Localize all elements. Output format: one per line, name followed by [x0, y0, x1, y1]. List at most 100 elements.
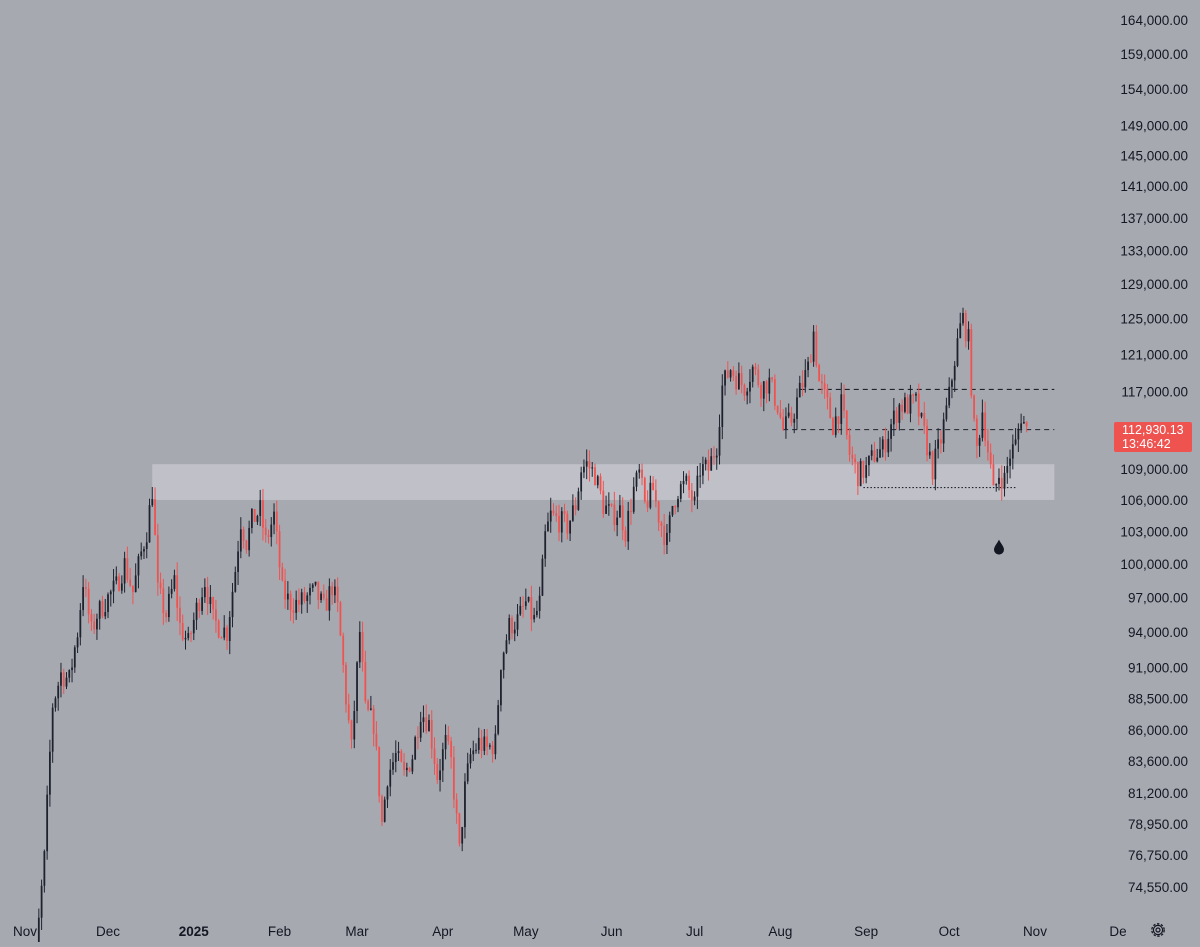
candle-body — [569, 520, 571, 534]
candle — [699, 462, 702, 488]
candle-body — [785, 416, 787, 430]
candle — [989, 443, 992, 469]
candle-body — [693, 496, 696, 501]
x-axis[interactable]: Nov Dec 2025 Feb Mar Apr May Jun Jul Aug Sep Oct Nov… — [13, 924, 1127, 939]
candle-body — [151, 499, 154, 506]
candle — [1011, 434, 1014, 470]
candle-body — [353, 711, 356, 740]
candle-body — [1022, 422, 1025, 424]
candle-body — [320, 593, 322, 601]
candle — [1000, 465, 1003, 501]
candle-body — [250, 509, 253, 528]
candle — [671, 505, 674, 517]
candle — [226, 624, 228, 650]
candle-body — [190, 633, 192, 635]
candle-body — [685, 475, 688, 481]
candle — [757, 364, 760, 388]
candle-body — [483, 736, 486, 751]
candle-body — [464, 781, 466, 828]
candle-body — [718, 426, 721, 456]
candle-body — [475, 749, 477, 751]
candle — [743, 383, 746, 401]
candle — [533, 607, 536, 623]
y-tick-label: 94,000.00 — [1128, 625, 1188, 640]
candle — [879, 437, 881, 458]
candle-body — [646, 501, 649, 508]
candle — [876, 448, 879, 463]
candle-body — [129, 579, 132, 586]
candle — [1020, 413, 1023, 433]
candle-body — [607, 504, 610, 506]
candle — [840, 382, 843, 435]
markers — [993, 539, 1004, 555]
candle — [477, 727, 480, 754]
candle-body — [364, 661, 367, 702]
candle — [82, 575, 85, 617]
candle — [726, 361, 729, 379]
candles — [35, 307, 1028, 947]
candle-body — [386, 786, 389, 800]
droplet-icon[interactable] — [993, 539, 1004, 555]
y-tick-label: 74,550.00 — [1128, 880, 1188, 895]
candle — [372, 705, 375, 747]
candle — [62, 668, 65, 694]
candle-body — [311, 584, 314, 588]
x-tick-label: Nov — [1023, 924, 1047, 939]
candle — [248, 520, 251, 557]
candle-body — [118, 576, 120, 591]
candle-body — [372, 708, 375, 734]
candle-body — [630, 510, 632, 512]
candle-body — [840, 394, 843, 424]
candle-body — [458, 813, 461, 844]
candle — [93, 613, 96, 634]
candle-body — [906, 397, 909, 414]
candle — [732, 366, 735, 382]
candle-body — [599, 476, 602, 491]
candle-body — [137, 556, 140, 576]
y-tick-label: 103,000.00 — [1120, 525, 1188, 540]
candle — [519, 596, 522, 616]
x-tick-label: Mar — [345, 924, 369, 939]
candle — [505, 634, 508, 655]
candle-body — [419, 721, 422, 738]
candle — [425, 704, 428, 734]
candle — [654, 479, 657, 508]
candle-body — [657, 501, 660, 523]
candle — [547, 512, 549, 532]
candle — [314, 581, 317, 587]
candle — [964, 310, 967, 348]
candle-body — [923, 412, 926, 426]
candle-body — [975, 418, 978, 446]
candle-body — [832, 418, 834, 435]
candle-body — [549, 510, 552, 522]
candle-body — [1025, 422, 1028, 427]
y-tick-label: 100,000.00 — [1120, 557, 1188, 572]
candle-body — [184, 637, 187, 640]
candle-body — [796, 397, 798, 419]
candle — [588, 450, 591, 482]
candle — [54, 696, 57, 712]
candle — [937, 428, 940, 459]
candle — [746, 387, 749, 405]
candle — [300, 588, 303, 614]
candle — [356, 661, 358, 724]
y-tick-label: 164,000.00 — [1120, 13, 1188, 28]
candle — [773, 374, 776, 411]
candle-body — [491, 745, 494, 755]
settings-gear-icon[interactable] — [1149, 921, 1167, 939]
candle-body — [904, 397, 906, 412]
candle-body — [502, 652, 505, 671]
candle-body — [452, 757, 455, 800]
candle — [718, 414, 721, 465]
candle — [851, 446, 854, 466]
candle-body — [787, 412, 790, 417]
y-axis[interactable]: 164,000.00 159,000.00 154,000.00 149,000.00… — [1120, 13, 1188, 895]
candle-body — [1017, 428, 1020, 440]
candle — [165, 610, 168, 623]
candle-body — [403, 761, 405, 771]
candle — [704, 457, 707, 471]
candle-body — [522, 605, 524, 607]
candle-body — [987, 440, 989, 453]
